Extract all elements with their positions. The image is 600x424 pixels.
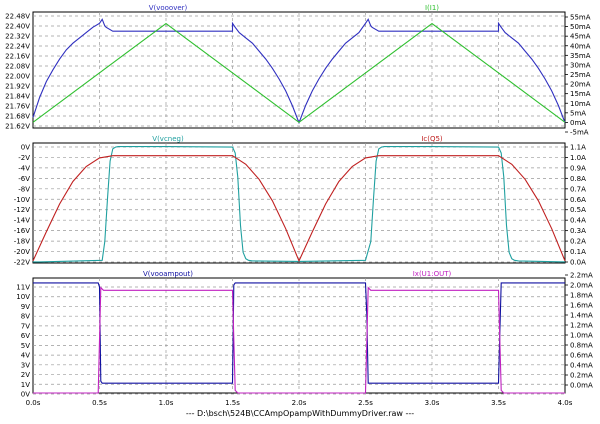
left-tick-label: -6V (18, 175, 30, 183)
left-tick-label: 11V (16, 284, 30, 292)
x-tick-label: 2.0s (292, 399, 307, 407)
right-tick-label: 0.8mA (570, 342, 593, 350)
x-tick-label: 3.5s (491, 399, 506, 407)
left-tick-label: -4V (18, 164, 30, 172)
right-tick-label: 0.0A (570, 259, 586, 267)
right-tick-label: 0.5A (570, 206, 586, 214)
right-tick-label: 1.0mA (570, 332, 593, 340)
right-tick-label: 50mA (570, 23, 591, 31)
right-tick-label: 15mA (570, 90, 591, 98)
file-path-footer: --- D:\bsch\524B\CCAmpOpampWithDummyDriv… (186, 409, 414, 418)
x-tick-label: 1.0s (159, 399, 174, 407)
right-tick-label: 0.8A (570, 175, 586, 183)
left-tick-label: 0V (21, 391, 30, 399)
left-tick-label: 2V (21, 371, 30, 379)
left-tick-label: 21.92V (5, 83, 30, 91)
right-tick-label: 10mA (570, 100, 591, 108)
left-tick-label: 3V (21, 361, 30, 369)
right-tick-label: 5mA (570, 109, 586, 117)
right-tick-label: 2.0mA (570, 282, 593, 290)
right-tick-label: 1.8mA (570, 292, 593, 300)
right-tick-label: 45mA (570, 33, 591, 41)
x-tick-label: 1.5s (225, 399, 240, 407)
left-tick-label: 4V (21, 352, 30, 360)
left-tick-label: -2V (18, 154, 30, 162)
x-tick-label: 2.5s (358, 399, 373, 407)
x-tick-label: 0.0s (26, 399, 41, 407)
right-tick-label: 1.6mA (570, 302, 593, 310)
right-tick-label: 1.1A (570, 144, 586, 152)
right-tick-label: 0.1A (570, 248, 586, 256)
left-tick-label: -8V (18, 185, 30, 193)
right-tick-label: 0.6A (570, 196, 586, 204)
left-tick-label: -16V (14, 227, 30, 235)
right-tick-label: 0.9A (570, 164, 586, 172)
x-tick-label: 0.5s (92, 399, 107, 407)
left-tick-label: -14V (14, 217, 30, 225)
left-tick-label: 0V (21, 144, 30, 152)
right-tick-label: 0.6mA (570, 352, 593, 360)
left-tick-label: -18V (14, 238, 30, 246)
left-tick-label: 21.62V (5, 123, 30, 131)
series-title: Ix(U1:OUT) (413, 270, 452, 278)
left-tick-label: -10V (14, 196, 30, 204)
left-tick-label: 7V (21, 322, 30, 330)
left-tick-label: 22.32V (5, 33, 30, 41)
series-line (33, 146, 566, 263)
right-tick-label: 0.0mA (570, 382, 593, 390)
left-tick-label: -20V (14, 248, 30, 256)
right-tick-label: 1.0A (570, 154, 586, 162)
series-title: I(I1) (425, 4, 439, 12)
left-tick-label: 21.84V (5, 93, 30, 101)
right-tick-label: 25mA (570, 71, 591, 79)
right-tick-label: 2.2mA (570, 272, 593, 280)
right-tick-label: 0.7A (570, 185, 586, 193)
left-tick-label: 22.08V (5, 63, 30, 71)
x-tick-label: 3.0s (425, 399, 440, 407)
left-tick-label: -22V (14, 259, 30, 267)
right-tick-label: 0.3A (570, 227, 586, 235)
series-title: V(vooampout) (143, 270, 193, 278)
left-tick-label: 5V (21, 342, 30, 350)
left-tick-label: -12V (14, 206, 30, 214)
left-tick-label: 21.76V (5, 103, 30, 111)
series-line (32, 155, 566, 263)
left-tick-label: 9V (21, 303, 30, 311)
left-tick-label: 22.24V (5, 43, 30, 51)
right-tick-label: 1.2mA (570, 322, 593, 330)
x-tick-label: 4.0s (558, 399, 573, 407)
right-tick-label: 0.4A (570, 217, 586, 225)
left-tick-label: 1V (21, 381, 30, 389)
right-tick-label: 55mA (570, 14, 591, 22)
right-tick-label: 30mA (570, 61, 591, 69)
right-tick-label: 20mA (570, 81, 591, 89)
left-tick-label: 22.40V (5, 23, 30, 31)
series-title: V(vooover) (149, 4, 188, 12)
left-tick-label: 22.00V (5, 73, 30, 81)
right-tick-label: -5mA (570, 129, 589, 137)
left-tick-label: 22.48V (5, 13, 30, 21)
right-tick-label: 0mA (570, 119, 586, 127)
left-tick-label: 8V (21, 313, 30, 321)
right-tick-label: 0.2mA (570, 372, 593, 380)
series-title: V(vcneg) (152, 135, 184, 143)
left-tick-label: 10V (16, 293, 30, 301)
series-title: Ic(Q5) (421, 135, 443, 143)
right-tick-label: 35mA (570, 52, 591, 60)
right-tick-label: 1.4mA (570, 312, 593, 320)
right-tick-label: 0.4mA (570, 362, 593, 370)
left-tick-label: 21.68V (5, 113, 30, 121)
left-tick-label: 6V (21, 332, 30, 340)
left-tick-label: 22.16V (5, 53, 30, 61)
series-line (32, 22, 566, 123)
series-line (32, 18, 566, 125)
right-tick-label: 40mA (570, 42, 591, 50)
series-line (33, 286, 565, 394)
right-tick-label: 0.2A (570, 238, 586, 246)
